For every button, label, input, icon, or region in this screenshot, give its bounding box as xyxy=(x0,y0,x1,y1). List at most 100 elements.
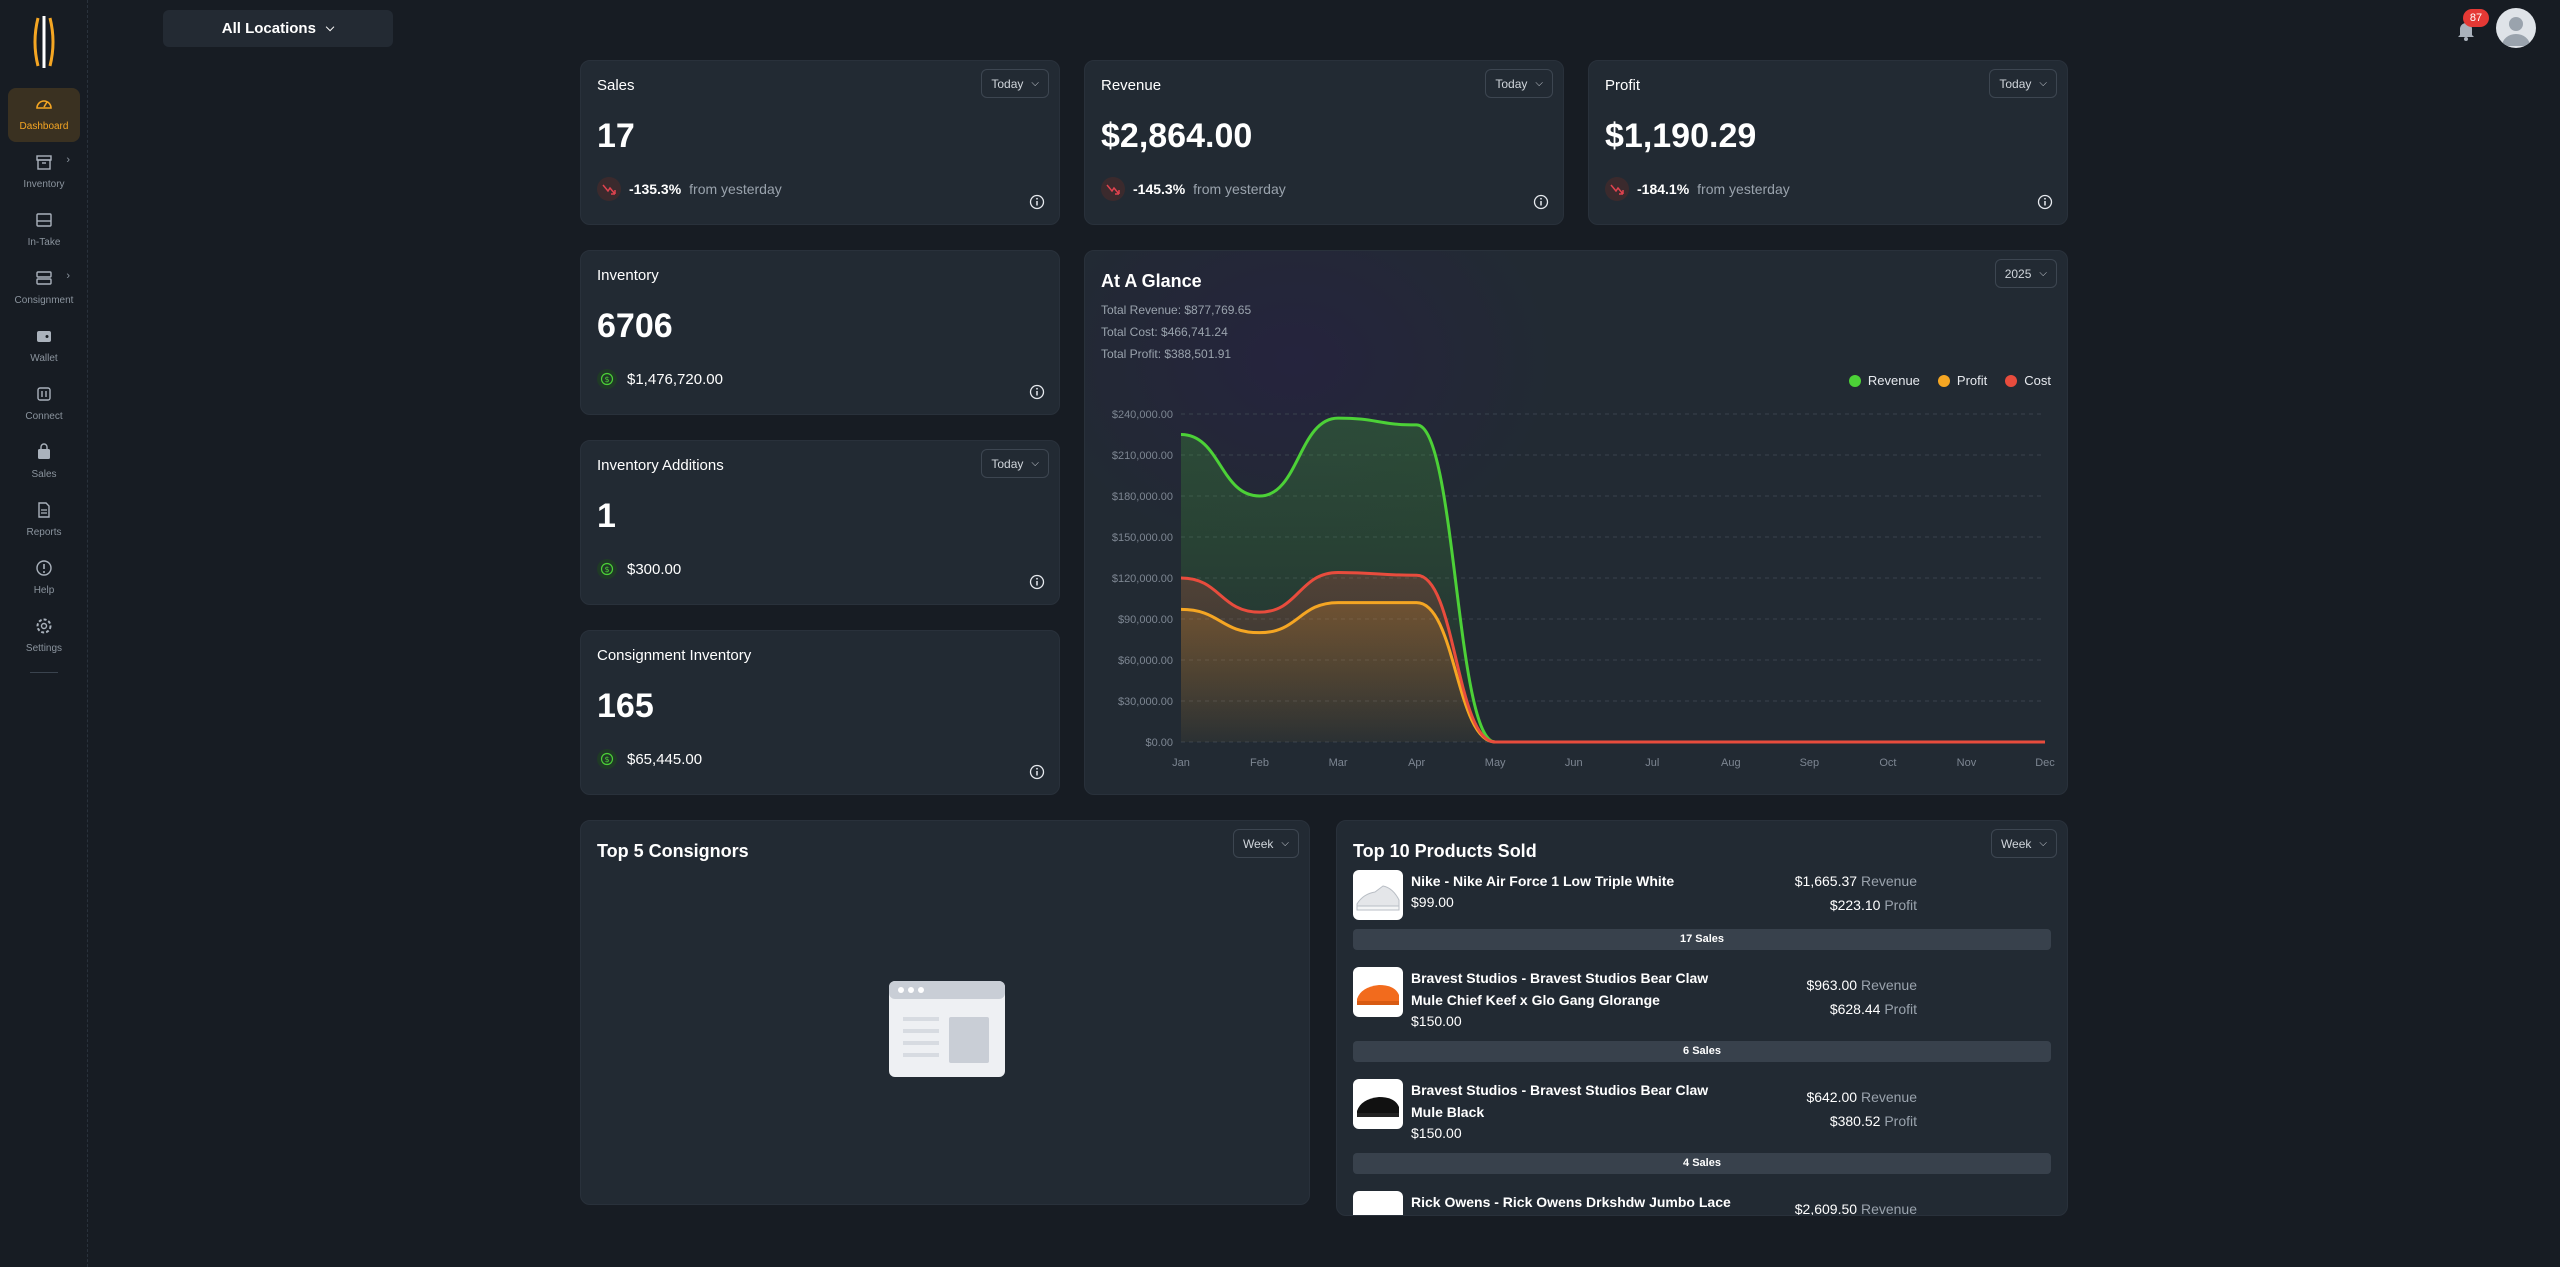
revenue-label: Revenue xyxy=(1860,873,1917,889)
period-value: Today xyxy=(991,76,1024,91)
glance-chart: $0.00 $30,000.00 $60,000.00 $90,000.00 $120,… xyxy=(1112,409,2055,769)
chevron-down-icon: ⌵ xyxy=(1281,838,1289,849)
help-icon xyxy=(36,560,52,576)
product-name[interactable]: Bravest Studios - Bravest Studios Bear C… xyxy=(1411,970,1709,1008)
sidebar-item-dashboard[interactable]: Dashboard xyxy=(8,88,80,142)
total-revenue: Total Revenue: $877,769.65 xyxy=(1101,303,1252,317)
product-revenue: $1,665.37 Revenue xyxy=(1717,873,1917,889)
products-period-dropdown[interactable]: Week ⌵ xyxy=(1990,829,2057,858)
inventory-additions-value: 1 xyxy=(597,497,616,535)
product-price: $99.00 xyxy=(1411,894,1454,910)
sidebar-item-label: Consignment xyxy=(14,295,74,306)
rick-owens-image xyxy=(1353,1191,1403,1215)
inventory-amount: $1,476,720.00 xyxy=(627,370,723,388)
info-icon[interactable] xyxy=(1533,194,1549,210)
product-revenue-value: $1,665.37 xyxy=(1794,873,1858,889)
product-revenue: $963.00 Revenue xyxy=(1717,977,1917,993)
sales-period-dropdown[interactable]: Today ⌵ xyxy=(981,69,1049,98)
legend-dot xyxy=(1937,374,1950,387)
profit-label: Profit xyxy=(1884,1001,1917,1017)
y-tick-label: $240,000.00 xyxy=(1112,409,1173,421)
revenue-card: Revenue Today ⌵ $2,864.00 -145.3% from ye… xyxy=(1084,60,1564,225)
product-profit: $628.44 Profit xyxy=(1717,1001,1917,1017)
dollar-icon: $ xyxy=(597,369,617,389)
legend-revenue[interactable]: Revenue xyxy=(1848,373,1920,388)
revenue-period-dropdown[interactable]: Today ⌵ xyxy=(1485,69,1553,98)
legend-label: Profit xyxy=(1956,373,1988,388)
shopping-bag-icon xyxy=(38,443,50,459)
white-sneaker-image xyxy=(1353,870,1403,920)
empty-state-illustration xyxy=(889,981,1005,1077)
dollar-icon: $ xyxy=(597,559,617,579)
product-profit-value: $380.52 xyxy=(1829,1113,1881,1129)
x-tick-label: Apr xyxy=(1408,757,1425,769)
info-icon[interactable] xyxy=(1029,574,1045,590)
profit-period-dropdown[interactable]: Today ⌵ xyxy=(1989,69,2057,98)
revenue-change-suffix: from yesterday xyxy=(1193,181,1286,197)
inventory-card: Inventory 6706 $ $1,476,720.00 xyxy=(580,250,1060,415)
sidebar-item-help[interactable]: Help xyxy=(8,552,80,606)
sidebar-divider xyxy=(30,672,58,673)
legend-cost[interactable]: Cost xyxy=(2005,373,2051,388)
sidebar-item-settings[interactable]: Settings xyxy=(8,610,80,664)
gear-icon xyxy=(36,618,52,634)
info-icon[interactable] xyxy=(2037,194,2053,210)
sidebar-item-sales[interactable]: Sales xyxy=(8,436,80,490)
y-tick-label: $0.00 xyxy=(1145,737,1173,749)
total-cost: Total Cost: $466,741.24 xyxy=(1101,325,1228,339)
year-value: 2025 xyxy=(2004,266,2032,281)
product-profit-value: $223.10 xyxy=(1829,897,1881,913)
product-revenue: $2,609.50 Revenue xyxy=(1717,1201,1917,1216)
x-tick-label: May xyxy=(1485,757,1506,769)
legend-label: Cost xyxy=(2024,373,2051,388)
avatar[interactable] xyxy=(2496,8,2536,48)
user-icon xyxy=(2502,17,2530,46)
location-select[interactable]: All Locations ⌵ xyxy=(163,10,393,47)
product-profit: $380.52 Profit xyxy=(1717,1113,1917,1129)
svg-text:$: $ xyxy=(604,755,609,764)
product-revenue-value: $642.00 xyxy=(1806,1089,1858,1105)
legend-dot xyxy=(2005,374,2018,387)
sidebar-item-connect[interactable]: Connect xyxy=(8,378,80,432)
sidebar-item-in-take[interactable]: In-Take xyxy=(8,204,80,258)
y-tick-label: $210,000.00 xyxy=(1112,450,1173,462)
product-price: $150.00 xyxy=(1411,1013,1462,1029)
year-dropdown[interactable]: 2025 ⌵ xyxy=(1994,259,2057,288)
info-icon[interactable] xyxy=(1029,384,1045,400)
info-icon[interactable] xyxy=(1029,194,1045,210)
svg-text:$: $ xyxy=(604,565,609,574)
info-icon[interactable] xyxy=(1029,764,1045,780)
product-name[interactable]: Bravest Studios - Bravest Studios Bear C… xyxy=(1411,1082,1709,1120)
sidebar-item-label: Inventory xyxy=(23,179,65,190)
revenue-label: Revenue xyxy=(1860,1201,1917,1216)
profit-value: $1,190.29 xyxy=(1605,117,1757,155)
product-name[interactable]: Nike - Nike Air Force 1 Low Triple White xyxy=(1411,873,1675,889)
product-name[interactable]: Rick Owens - Rick Owens Drkshdw Jumbo La… xyxy=(1411,1194,1731,1210)
y-tick-label: $90,000.00 xyxy=(1118,614,1173,626)
total-profit: Total Profit: $388,501.91 xyxy=(1101,347,1232,361)
consignment-inventory-card: Consignment Inventory 165 $ $65,445.00 xyxy=(580,630,1060,795)
chevron-down-icon: ⌵ xyxy=(2039,78,2047,89)
sidebar-item-wallet[interactable]: Wallet xyxy=(8,320,80,374)
consignment-inventory-value: 165 xyxy=(597,687,654,725)
speedometer-icon xyxy=(36,100,52,109)
period-value: Today xyxy=(1495,76,1528,91)
glance-title: At A Glance xyxy=(1101,271,1202,291)
consignors-period-dropdown[interactable]: Week ⌵ xyxy=(1232,829,1299,858)
document-icon xyxy=(38,502,50,518)
sidebar-item-consignment[interactable]: › Consignment xyxy=(8,262,80,316)
chevron-down-icon: ⌵ xyxy=(1031,458,1039,469)
period-value: Week xyxy=(1242,836,1274,851)
inventory-additions-amount: $300.00 xyxy=(627,560,682,578)
product-revenue-value: $2,609.50 xyxy=(1794,1201,1858,1216)
consignment-inventory-amount: $65,445.00 xyxy=(627,750,703,768)
sidebar-item-reports[interactable]: Reports xyxy=(8,494,80,548)
inventory-additions-period-dropdown[interactable]: Today ⌵ xyxy=(981,449,1049,478)
y-tick-label: $180,000.00 xyxy=(1112,491,1173,503)
x-tick-label: Nov xyxy=(1957,757,1977,769)
sales-count-bar: 4 Sales xyxy=(1353,1153,2051,1174)
chart-legend: Revenue Profit Cost xyxy=(1848,373,2051,388)
sidebar-item-inventory[interactable]: › Inventory xyxy=(8,146,80,200)
legend-profit[interactable]: Profit xyxy=(1937,373,1988,388)
revenue-change: -145.3% xyxy=(1133,181,1186,197)
